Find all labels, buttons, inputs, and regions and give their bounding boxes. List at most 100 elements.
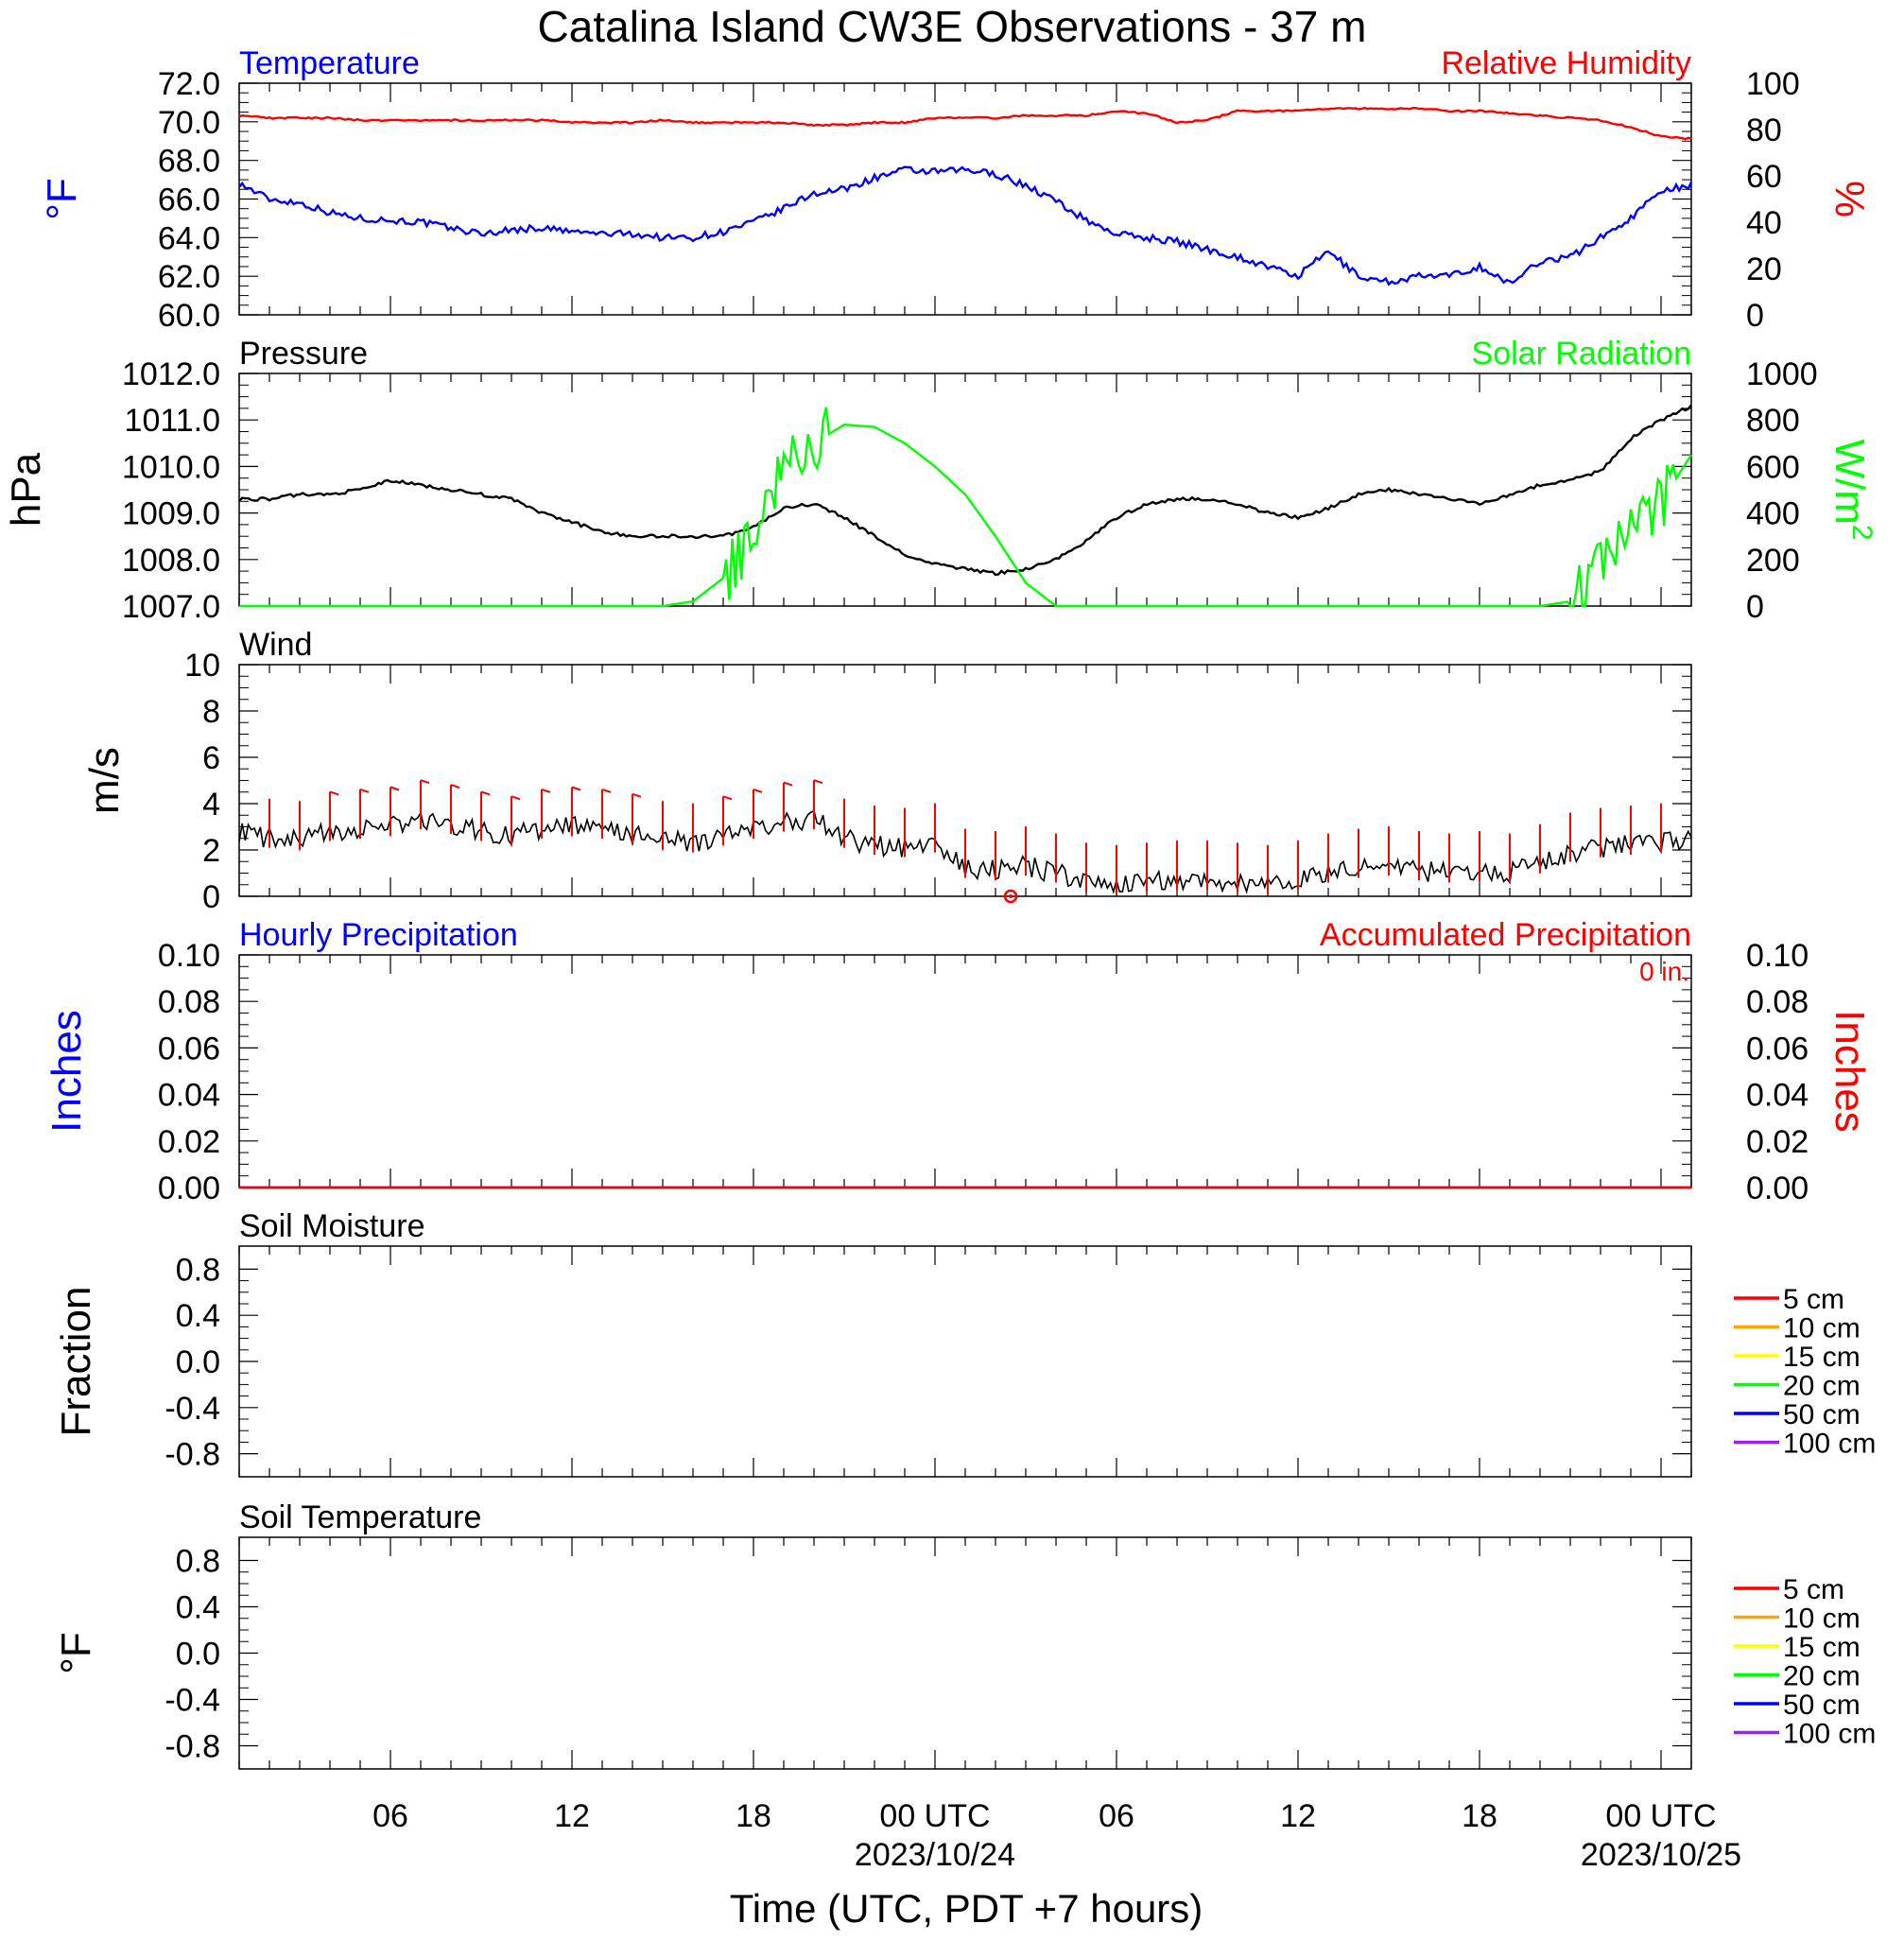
time-tick-label: 12 — [554, 1798, 590, 1834]
y-tick-label-left: 0.10 — [158, 938, 220, 974]
wind-barb — [541, 789, 551, 839]
y-tick-label-left: 64.0 — [158, 220, 220, 256]
panel-precipitation: 0.10 0.08 0.06 0.04 0.02 0.00 0.10 0.08 0.06 0.04… — [43, 917, 1873, 1206]
y-tick-label-right: 0.10 — [1746, 938, 1809, 974]
y-axis-label-left: hPa — [3, 452, 49, 527]
panel-title-right: Solar Radiation — [1472, 336, 1691, 372]
wind-barb — [753, 789, 763, 839]
wind-barb — [511, 795, 521, 846]
y-tick-label-left: 70.0 — [158, 105, 220, 141]
y-tick-label-right: 0.02 — [1746, 1124, 1809, 1160]
y-tick-label-right: 40 — [1746, 205, 1782, 241]
y-tick-label-left: 1008.0 — [122, 543, 220, 579]
legend-label: 50 cm — [1783, 1399, 1861, 1430]
wind-barb — [389, 786, 400, 837]
y-tick-label-right: 0.08 — [1746, 984, 1809, 1020]
y-tick-label-right: 800 — [1746, 403, 1800, 439]
y-tick-label-right: 80 — [1746, 113, 1782, 148]
panel-title-left: Wind — [239, 627, 312, 663]
y-tick-label-right: 1000 — [1746, 356, 1818, 392]
y-tick-label-left: 1007.0 — [122, 589, 220, 625]
panel-title-left: Pressure — [239, 336, 368, 372]
legend-item: 20 cm — [1734, 1661, 1861, 1692]
y-axis-label-left: Fraction — [53, 1287, 99, 1437]
legend-item: 15 cm — [1734, 1632, 1861, 1663]
wind-barb — [632, 792, 642, 843]
y-tick-label-left: 2 — [202, 833, 220, 869]
y-tick-label-right: 0.06 — [1746, 1031, 1809, 1066]
panel-title-left: Soil Temperature — [239, 1499, 481, 1535]
wind-barb-flag — [783, 781, 793, 787]
plot-frame — [238, 1536, 1692, 1770]
y-axis-label-right-text: W/m — [1826, 439, 1873, 524]
y-tick-label-left: 0.4 — [176, 1590, 220, 1626]
wind-barb-flag — [511, 795, 521, 801]
y-axis-label-left: m/s — [81, 747, 128, 814]
time-tick-label: 18 — [1462, 1798, 1497, 1834]
panel-temperature_rh: 72.070.068.066.064.062.060.0 100 80 60 40 20 0… — [39, 45, 1873, 334]
calm-wind-marker — [1003, 889, 1018, 904]
time-tick-date: 2023/10/24 — [855, 1837, 1015, 1873]
y-tick-label-left: 6 — [202, 740, 220, 776]
legend-label: 10 cm — [1783, 1603, 1861, 1635]
y-tick-label-left: 0.04 — [158, 1078, 220, 1114]
legend-label: 100 cm — [1783, 1719, 1876, 1750]
wind-barb-flag — [359, 789, 370, 793]
wind-barb-flag — [722, 795, 733, 801]
y-tick-label-left: 0.06 — [158, 1031, 220, 1066]
panel-title-right: Relative Humidity — [1441, 45, 1691, 81]
wind-barb-flag — [601, 789, 612, 793]
y-tick-label-left: -0.8 — [164, 1729, 220, 1765]
time-tick-label: 00 UTC — [1605, 1798, 1716, 1834]
y-tick-label-left: 0.00 — [158, 1170, 220, 1206]
y-axis-label-right-text: Inches — [1826, 1010, 1873, 1133]
legend-item: 20 cm — [1734, 1371, 1861, 1402]
panel-wind: 10 8 6 4 2 0 Wind m/s — [81, 627, 1692, 915]
time-tick-date: 2023/10/25 — [1581, 1837, 1741, 1873]
y-tick-label-right: 0.04 — [1746, 1078, 1809, 1114]
legend-item: 15 cm — [1734, 1342, 1861, 1373]
wind-barb-flag — [450, 784, 460, 789]
y-tick-label-right: 0 — [1746, 589, 1764, 625]
y-tick-label-left: 1010.0 — [122, 449, 220, 485]
time-tick-label: 06 — [1099, 1798, 1134, 1834]
y-tick-label-right: 200 — [1746, 543, 1800, 579]
y-tick-label-left: -0.4 — [164, 1391, 220, 1427]
y-tick-label-left: 0.02 — [158, 1124, 220, 1160]
legend-label: 15 cm — [1783, 1342, 1861, 1373]
time-tick-label: 00 UTC — [879, 1798, 990, 1834]
panel-title-right: Accumulated Precipitation — [1320, 917, 1691, 953]
legend-label: 50 cm — [1783, 1690, 1861, 1721]
wind-barb-flag — [541, 789, 551, 793]
figure-title: Catalina Island CW3E Observations - 37 m — [538, 2, 1367, 51]
panel-title-left: Hourly Precipitation — [239, 917, 518, 953]
legend-item: 100 cm — [1734, 1429, 1876, 1460]
accumulated-precip-value: 0 in. — [1639, 957, 1689, 986]
y-axis-label-right: W/m2 — [1826, 439, 1878, 540]
wind-barb — [722, 795, 733, 846]
legend-label: 5 cm — [1783, 1574, 1844, 1605]
y-axis-label-left: °F — [39, 178, 85, 219]
y-tick-label-left: 1009.0 — [122, 496, 220, 532]
wind-barb-flag — [632, 792, 642, 798]
legend-item: 100 cm — [1734, 1719, 1876, 1750]
y-tick-label-right: 600 — [1746, 449, 1800, 485]
panels: 72.070.068.066.064.062.060.0100806040200… — [3, 45, 1878, 1770]
panel-title-left: Soil Moisture — [239, 1208, 425, 1244]
wind-barb-flag — [480, 790, 491, 796]
legend-item: 50 cm — [1734, 1690, 1861, 1721]
y-tick-label-left: 1011.0 — [125, 403, 220, 439]
legend-label: 10 cm — [1783, 1313, 1861, 1344]
legend-item: 5 cm — [1734, 1574, 1844, 1605]
wind-barb-flag — [420, 779, 430, 785]
y-tick-label-left: 8 — [202, 694, 220, 730]
wind-barb — [420, 779, 430, 830]
legend-label: 100 cm — [1783, 1429, 1876, 1460]
y-tick-label-left: -0.8 — [164, 1437, 220, 1473]
y-tick-label-left: 1012.0 — [122, 356, 220, 392]
wind-barb — [813, 779, 823, 830]
panel-soil_moisture: 0.8 0.4 0.0 -0.4 -0.8 Soil Moisture Fraction 5 … — [53, 1208, 1876, 1478]
legend-label: 20 cm — [1783, 1661, 1861, 1692]
wind-barb-flag — [329, 790, 339, 796]
